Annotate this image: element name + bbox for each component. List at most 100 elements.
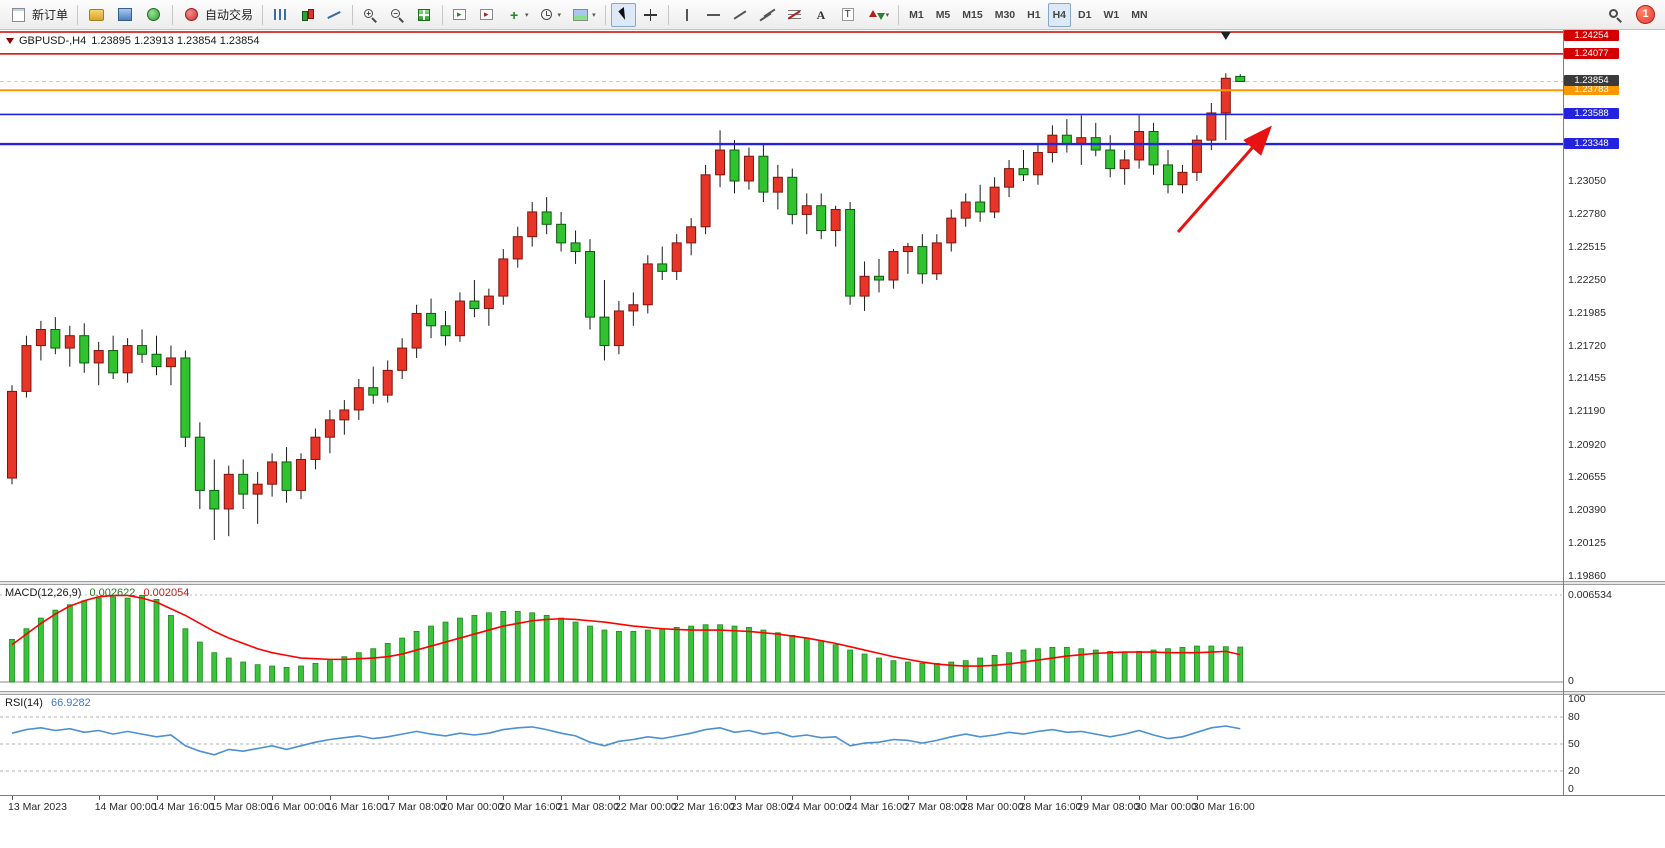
macd-pane[interactable]: MACD(12,26,9) 0.002622 0.002054 0.006534…: [0, 585, 1665, 691]
candle-body: [397, 347, 408, 371]
candle-body: [194, 436, 205, 491]
candle-body: [613, 310, 624, 347]
macd-histogram-bar: [1136, 650, 1142, 683]
price-chart-pane[interactable]: GBPUSD-,H4 1.23895 1.23913 1.23854 1.238…: [0, 30, 1665, 582]
fibonacci-button[interactable]: [782, 3, 807, 27]
macd-histogram-bar: [370, 648, 377, 683]
time-axis-tick: [965, 796, 967, 800]
current-price-label: 1.23854: [1564, 75, 1619, 87]
chevron-down-icon[interactable]: ▾: [525, 11, 529, 19]
tf-h4-button[interactable]: H4: [1047, 2, 1072, 27]
price-level-label[interactable]: 1.24254: [1564, 30, 1619, 41]
cursor-button[interactable]: [610, 2, 636, 27]
candle-body: [715, 149, 726, 176]
tf-w1-button[interactable]: W1: [1098, 3, 1124, 27]
trend-arrow-annotation[interactable]: [1176, 125, 1272, 233]
macd-histogram-bar: [1107, 650, 1114, 683]
candle-chart-button[interactable]: [295, 3, 320, 27]
trendline-button[interactable]: [728, 3, 753, 27]
panel-separator[interactable]: [0, 581, 1665, 585]
fibonacci-icon: [786, 7, 803, 23]
autotrade-button[interactable]: 自动交易: [178, 3, 257, 27]
time-label: 28 Mar 00:00: [961, 801, 1024, 813]
periods-button[interactable]: ▾: [535, 3, 566, 27]
crosshair-button[interactable]: [638, 3, 663, 27]
macd-main-value: 0.002622: [89, 587, 136, 599]
macd-histogram-bar: [326, 660, 333, 683]
rsi-pane[interactable]: RSI(14) 66.9282 100 80 50 20 0: [0, 693, 1665, 795]
new-order-button-label: 新订单: [32, 8, 69, 22]
rsi-axis-label: 100: [1568, 693, 1586, 705]
tf-mn-button[interactable]: MN: [1126, 3, 1152, 27]
notification-badge[interactable]: 1: [1636, 5, 1655, 24]
macd-svg: [0, 594, 1563, 683]
panel-separator[interactable]: [0, 691, 1665, 695]
market-watch-button[interactable]: [112, 3, 138, 27]
tf-m30-button[interactable]: M30: [990, 3, 1020, 27]
profiles-icon: [89, 8, 105, 21]
time-axis[interactable]: 13 Mar 2023 14 Mar 00:00 14 Mar 16:00 15 Ma…: [0, 795, 1665, 818]
time-label: 22 Mar 00:00: [614, 801, 677, 813]
price-level-label[interactable]: 1.23588: [1564, 108, 1619, 120]
tile-windows-button[interactable]: [412, 3, 437, 27]
search-button[interactable]: [1603, 3, 1628, 27]
vline-button[interactable]: [674, 3, 699, 27]
candle-body: [657, 263, 668, 272]
macd-histogram-bar: [1165, 648, 1171, 683]
line-chart-icon: [326, 7, 343, 23]
chart-shift-button[interactable]: [475, 3, 500, 27]
candle-body: [931, 242, 942, 275]
macd-name: MACD(12,26,9): [5, 587, 82, 599]
templates-button[interactable]: ▾: [567, 3, 600, 27]
macd-histogram-bar: [110, 596, 117, 683]
bar-marker-icon: [1220, 32, 1231, 40]
time-label: 23 Mar 08:00: [730, 801, 793, 813]
text-button[interactable]: [809, 3, 834, 27]
price-tick-label: 1.21190: [1568, 405, 1606, 418]
line-chart-button[interactable]: [322, 3, 347, 27]
macd-label: MACD(12,26,9) 0.002622 0.002054: [5, 587, 194, 599]
indicators-icon: [506, 7, 523, 23]
price-level-label[interactable]: 1.23783: [1564, 84, 1619, 96]
price-level-label[interactable]: 1.23348: [1564, 138, 1619, 150]
zoom-in-button[interactable]: [358, 3, 383, 27]
zoom-out-button[interactable]: [385, 3, 410, 27]
candle-body: [353, 387, 364, 411]
tf-h1-button[interactable]: H1: [1022, 3, 1045, 27]
candle-body: [989, 186, 1000, 213]
macd-histogram-bar: [1208, 645, 1215, 683]
tf-m1-button[interactable]: M1: [904, 3, 929, 27]
chevron-down-icon[interactable]: ▾: [557, 11, 562, 19]
channel-button[interactable]: [755, 3, 780, 27]
macd-histogram-bar: [1092, 649, 1099, 683]
bar-chart-button[interactable]: [268, 3, 293, 27]
indicators-button[interactable]: ▾: [502, 3, 533, 27]
candle-body: [1134, 130, 1145, 161]
macd-signal-line: [11, 594, 1241, 667]
new-order-button[interactable]: 新订单: [5, 3, 72, 27]
candle-body: [585, 251, 595, 318]
alerts-icon: [147, 8, 161, 21]
rsi-axis-label: 20: [1568, 765, 1580, 777]
chevron-down-icon[interactable]: ▾: [592, 11, 596, 19]
price-level-label[interactable]: 1.24077: [1564, 47, 1619, 59]
macd-histogram-bar: [702, 624, 709, 683]
toolbar-separator: [352, 4, 354, 25]
candle-body: [830, 208, 841, 231]
tf-d1-button[interactable]: D1: [1073, 3, 1096, 27]
alerts-button[interactable]: [140, 3, 167, 27]
time-axis-tick: [676, 796, 678, 800]
tf-m5-button[interactable]: M5: [931, 3, 956, 27]
macd-histogram-bar: [457, 617, 463, 683]
auto-scroll-button[interactable]: [448, 3, 473, 27]
arrows-icon: [867, 7, 885, 23]
tf-h1-button-label: H1: [1027, 8, 1041, 21]
rsi-line: [11, 725, 1241, 756]
tf-m15-button[interactable]: M15: [957, 3, 987, 27]
hline-button[interactable]: [701, 3, 726, 27]
chevron-down-icon[interactable]: ▾: [885, 11, 890, 19]
arrows-button[interactable]: ▾: [863, 3, 894, 27]
label-button[interactable]: [836, 3, 861, 27]
time-label: 14 Mar 00:00: [94, 801, 157, 813]
profiles-button[interactable]: [83, 3, 110, 27]
